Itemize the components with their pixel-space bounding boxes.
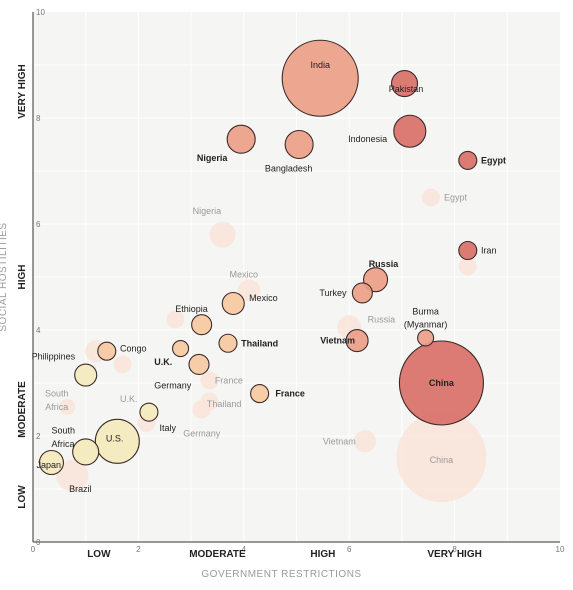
x-band-label: VERY HIGH [427, 549, 481, 560]
bubble-label: Pakistan [389, 84, 424, 94]
bubble-brazil-earlier [56, 459, 89, 492]
bubble-label: Thailand [241, 338, 278, 348]
bubble-label: India [310, 60, 330, 70]
bubble-mexico [221, 291, 245, 316]
bubble-label: South [45, 389, 69, 399]
bubble-china-earlier [396, 412, 487, 503]
x-tick-label: 0 [31, 545, 36, 554]
bubble-label: Italy [159, 423, 176, 433]
bubble-pakistan [390, 70, 419, 98]
bubble-germany-earlier [192, 400, 211, 419]
bubble-label: U.K. [154, 357, 172, 367]
bubble-label: Egypt [444, 193, 468, 203]
bubble-egypt [458, 150, 478, 170]
bubble-label: Ethiopia [175, 304, 208, 314]
bubble-label: Germany [183, 428, 221, 438]
bubble-china [398, 340, 484, 426]
bubble-ethiopia-earlier [166, 310, 185, 329]
y-tick-label: 10 [36, 8, 45, 17]
bubble-label: Turkey [319, 288, 347, 298]
bubble-label: China [429, 378, 455, 388]
bubble-thailand [218, 333, 238, 353]
bubble-japan [38, 449, 64, 476]
bubble-label: Africa [45, 402, 68, 412]
bubble-egypt-earlier [421, 188, 440, 207]
x-band-label: MODERATE [189, 549, 246, 560]
bubble-label: Germany [154, 381, 192, 391]
bubble-iran [458, 240, 478, 261]
x-band-label: HIGH [310, 549, 335, 560]
bubble-label: South [51, 426, 75, 436]
bubble-label: Philippines [32, 352, 76, 362]
x-band-label: LOW [87, 549, 111, 560]
bubble-vietnam [345, 329, 369, 353]
bubble-label: Congo [120, 344, 147, 354]
bubble-u-s- [94, 418, 140, 464]
bubble-ethiopia [191, 314, 213, 336]
y-band-label: HIGH [17, 265, 28, 290]
bubble-nigeria [226, 124, 256, 154]
bubble-turkey [351, 282, 373, 304]
bubble-label: Iran [481, 246, 497, 256]
bubble-label: Indonesia [348, 134, 387, 144]
x-tick-label: 8 [452, 545, 457, 554]
y-tick-label: 2 [36, 432, 41, 441]
bubble-burma-myanmar- [417, 329, 435, 347]
x-tick-label: 4 [242, 545, 247, 554]
bubble-france [250, 384, 270, 404]
bubble-label: Thailand [207, 399, 242, 409]
bubble-label: U.S. [106, 434, 124, 444]
bubble-label: France [215, 375, 243, 385]
bubble-label: France [275, 389, 305, 399]
bubble-label: Egypt [481, 155, 506, 165]
bubble-nigeria-earlier [209, 221, 236, 248]
bubble-label: Mexico [230, 269, 259, 279]
bubble-germany [188, 353, 210, 376]
bubble-label: China [430, 455, 454, 465]
bubble-congo-earlier [113, 355, 132, 374]
bubble-label: Mexico [249, 293, 278, 303]
bubble-label: Russia [368, 314, 396, 324]
y-axis-title: SOCIAL HOSTILITIES [0, 222, 9, 331]
y-band-label: LOW [17, 485, 28, 509]
bubble-label: Vietnam [320, 336, 355, 346]
bubble-label: Africa [51, 439, 74, 449]
bubble-label: U.K. [120, 394, 138, 404]
bubble-label: (Myanmar) [404, 320, 448, 330]
bubble-label: Nigeria [197, 153, 229, 163]
x-tick-label: 10 [556, 545, 565, 554]
bubble-south-africa [72, 438, 100, 466]
bubble-label: Vietnam [323, 436, 356, 446]
y-tick-label: 4 [36, 326, 41, 335]
bubble-label: Burma [412, 306, 439, 316]
x-tick-label: 6 [347, 545, 352, 554]
bubble-south-africa-earlier [59, 398, 76, 415]
bubble-france-earlier [200, 371, 219, 390]
bubble-italy [139, 402, 159, 422]
bubble-bangladesh [284, 129, 314, 160]
bubble-indonesia [393, 114, 427, 148]
bubble-philippines [74, 363, 98, 387]
y-tick-label: 8 [36, 114, 41, 123]
bubble-vietnam-earlier [354, 430, 377, 453]
bubble-label: Russia [369, 259, 400, 269]
x-tick-label: 2 [136, 545, 141, 554]
bubble-india [281, 39, 359, 117]
y-tick-label: 6 [36, 220, 41, 229]
bubble-iran-earlier [458, 257, 477, 276]
y-band-label: MODERATE [17, 381, 28, 438]
y-band-label: VERY HIGH [17, 64, 28, 118]
bubble-label: Bangladesh [265, 163, 313, 173]
bubble-mexico-earlier [238, 279, 261, 302]
bubble-congo [97, 341, 117, 361]
x-axis-title: GOVERNMENT RESTRICTIONS [201, 569, 361, 580]
y-tick-label: 0 [36, 538, 41, 547]
bubble-label: Brazil [69, 484, 92, 494]
bubble-label: Japan [37, 460, 62, 470]
bubble-u-k- [172, 339, 190, 358]
bubble-label: Nigeria [193, 206, 222, 216]
